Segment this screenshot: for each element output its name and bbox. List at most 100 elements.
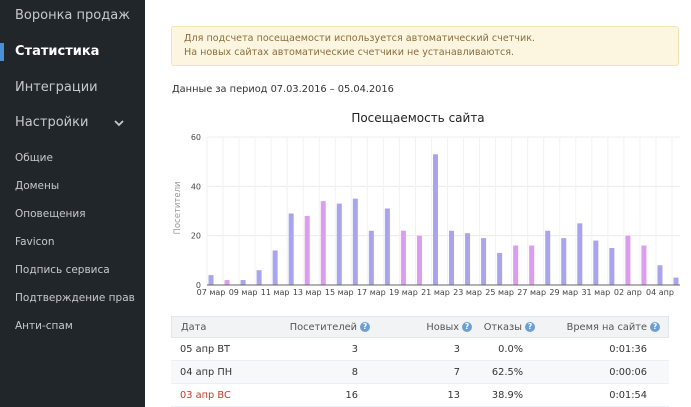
sidebar-subitem-rights[interactable]: Подтверждение прав xyxy=(15,292,135,304)
y-axis-label: Посетители xyxy=(173,181,183,234)
alert-line-1: Для подсчета посещаемости используется а… xyxy=(184,33,536,44)
chart-bar xyxy=(481,238,487,285)
stats-table: Дата Посетителей? Новых? Отказы? Время н… xyxy=(171,316,669,407)
col-time[interactable]: Время на сайте? xyxy=(567,322,660,333)
sidebar-subitem-signature[interactable]: Подпись сервиса xyxy=(15,264,110,276)
help-icon[interactable]: ? xyxy=(650,322,660,332)
table-row[interactable]: 03 апр ВС 16 13 38.9% 0:01:54 xyxy=(171,384,669,407)
chart-bar xyxy=(240,280,246,285)
chart-bar xyxy=(224,280,230,285)
y-tick-label: 60 xyxy=(191,133,201,142)
chart-bar xyxy=(208,275,214,285)
cell-date: 04 апр ПН xyxy=(180,367,233,378)
chart-bar xyxy=(673,277,679,285)
y-tick-label: 20 xyxy=(191,232,201,241)
x-tick-label: 23 мар xyxy=(453,288,482,297)
help-icon[interactable]: ? xyxy=(462,322,472,332)
chart-bar xyxy=(304,215,310,285)
chart-bar xyxy=(625,235,631,285)
x-tick-label: 17 мар xyxy=(357,288,386,297)
cell-new: 13 xyxy=(447,390,460,401)
sidebar-item-statistics[interactable]: Статистика xyxy=(15,44,100,59)
cell-new: 7 xyxy=(453,367,460,378)
chart-bar xyxy=(561,238,567,285)
x-tick-label: 21 мар xyxy=(421,288,450,297)
chart-bar xyxy=(529,245,535,285)
chart-bar xyxy=(384,208,390,285)
cell-visitors: 16 xyxy=(345,390,358,401)
sidebar-item-integrations[interactable]: Интеграции xyxy=(15,80,98,95)
cell-date: 05 апр ВТ xyxy=(180,344,231,355)
alert-line-2: На новых сайтах автоматические счетчики … xyxy=(184,47,515,58)
cell-date: 03 апр ВС xyxy=(180,390,231,401)
sidebar: Воронка продаж Статистика Интеграции Нас… xyxy=(0,0,145,407)
y-tick-label: 40 xyxy=(191,182,201,191)
x-tick-label: 11 мар xyxy=(261,288,290,297)
chart-bar xyxy=(288,213,294,285)
help-icon[interactable]: ? xyxy=(525,322,535,332)
sidebar-subitem-favicon[interactable]: Favicon xyxy=(15,236,55,248)
col-date[interactable]: Дата xyxy=(181,322,207,333)
x-tick-label: 27 мар xyxy=(517,288,546,297)
chart-bar xyxy=(657,265,663,285)
chart-bar xyxy=(352,198,358,285)
x-tick-label: 19 мар xyxy=(389,288,418,297)
info-alert: Для подсчета посещаемости используется а… xyxy=(171,26,679,66)
cell-bounce: 0.0% xyxy=(498,344,523,355)
sidebar-subitem-notifications[interactable]: Оповещения xyxy=(15,208,86,220)
x-tick-label: 02 апр xyxy=(614,288,642,297)
cell-new: 3 xyxy=(453,344,460,355)
cell-visitors: 3 xyxy=(351,344,358,355)
cell-time: 0:00:06 xyxy=(609,367,647,378)
chart-bar xyxy=(593,240,599,285)
table-header: Дата Посетителей? Новых? Отказы? Время н… xyxy=(171,316,669,338)
cell-time: 0:01:36 xyxy=(609,344,647,355)
chart-bar xyxy=(256,270,262,285)
cell-visitors: 8 xyxy=(351,367,358,378)
period-label: Данные за период 07.03.2016 – 05.04.2016 xyxy=(172,84,394,95)
chart-bar xyxy=(577,223,583,285)
chart-bar xyxy=(449,230,455,285)
x-tick-label: 13 мар xyxy=(293,288,322,297)
sidebar-subitem-domains[interactable]: Домены xyxy=(15,180,60,192)
col-bounce[interactable]: Отказы? xyxy=(484,322,535,333)
x-tick-label: 29 мар xyxy=(549,288,578,297)
chart-title: Посещаемость сайта xyxy=(351,111,485,125)
chart-bar xyxy=(513,245,519,285)
x-tick-label: 25 мар xyxy=(485,288,514,297)
chart-bar xyxy=(272,250,278,285)
table-row[interactable]: 05 апр ВТ 3 3 0.0% 0:01:36 xyxy=(171,338,669,361)
chart-bar xyxy=(432,154,438,285)
chart-bar xyxy=(336,203,342,285)
chart-bar xyxy=(368,230,374,285)
col-new[interactable]: Новых? xyxy=(426,322,472,333)
cell-time: 0:01:54 xyxy=(609,390,647,401)
sidebar-subitem-antispam[interactable]: Анти-спам xyxy=(15,320,73,332)
col-visitors[interactable]: Посетителей? xyxy=(290,322,370,333)
x-tick-label: 09 мар xyxy=(229,288,258,297)
x-tick-label: 31 мар xyxy=(581,288,610,297)
sidebar-item-funnel[interactable]: Воронка продаж xyxy=(15,8,130,23)
chart-bar xyxy=(609,248,615,285)
x-tick-label: 04 апр xyxy=(646,288,674,297)
main-content: Для подсчета посещаемости используется а… xyxy=(145,0,691,407)
chart-bar xyxy=(641,245,647,285)
help-icon[interactable]: ? xyxy=(360,322,370,332)
x-tick-label: 07 мар xyxy=(197,288,226,297)
table-row[interactable]: 04 апр ПН 8 7 62.5% 0:00:06 xyxy=(171,361,669,384)
visits-chart: Посетители 0 20 40 60 07 мар 09 мар 11 мар 13 м… xyxy=(173,133,680,297)
active-indicator xyxy=(0,43,4,61)
chart-bar xyxy=(400,230,406,285)
sidebar-subitem-general[interactable]: Общие xyxy=(15,152,53,164)
chart-bar xyxy=(416,235,422,285)
sidebar-item-settings[interactable]: Настройки xyxy=(15,115,89,130)
chart-bar xyxy=(497,252,503,285)
cell-bounce: 38.9% xyxy=(491,390,523,401)
cell-bounce: 62.5% xyxy=(491,367,523,378)
chart-bar xyxy=(320,201,326,285)
chart-bar xyxy=(465,233,471,285)
chart-bar xyxy=(545,230,551,285)
chevron-down-icon[interactable] xyxy=(113,117,125,129)
y-tick-label: 0 xyxy=(196,281,201,290)
x-tick-label: 15 мар xyxy=(325,288,354,297)
